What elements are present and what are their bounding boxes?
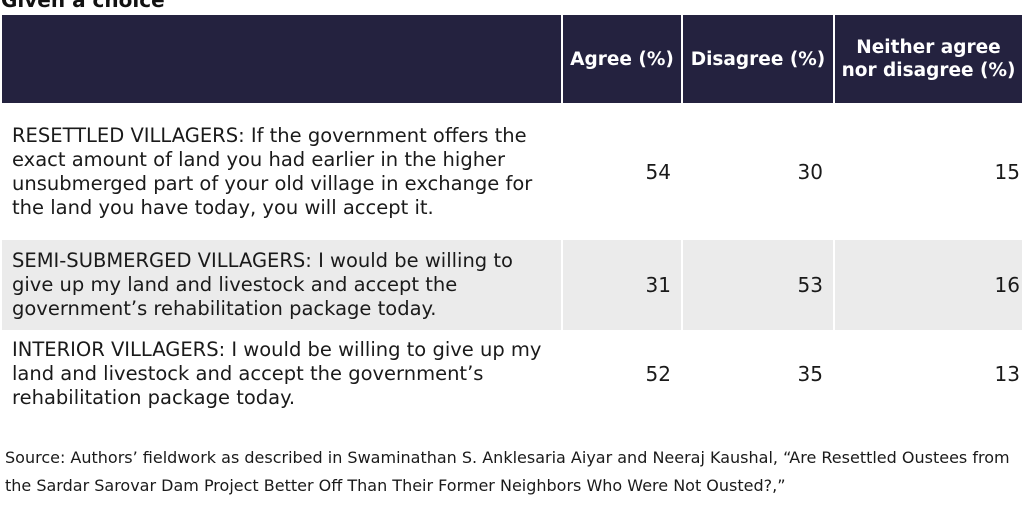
- header-agree: Agree (%): [562, 15, 683, 104]
- survey-table: Agree (%) Disagree (%) Neither agree nor…: [2, 15, 1022, 416]
- statement-cell: SEMI-SUBMERGED VILLAGERS: I would be wil…: [2, 238, 563, 331]
- header-disagree: Disagree (%): [682, 15, 835, 104]
- statement-cell: RESETTLED VILLAGERS: If the government o…: [2, 103, 563, 239]
- table-row: SEMI-SUBMERGED VILLAGERS: I would be wil…: [2, 238, 1022, 331]
- header-statement: [2, 15, 563, 104]
- header-neither: Neither agree nor disagree (%): [834, 15, 1022, 104]
- agree-cell: 52: [562, 330, 683, 416]
- table-row: RESETTLED VILLAGERS: If the government o…: [2, 103, 1022, 239]
- neither-cell: 16: [834, 238, 1022, 331]
- agree-cell: 31: [562, 238, 683, 331]
- neither-cell: 15: [834, 103, 1022, 239]
- table-caption: Given a choice: [1, 0, 165, 12]
- neither-cell: 13: [834, 330, 1022, 416]
- table-row: INTERIOR VILLAGERS: I would be willing t…: [2, 330, 1022, 416]
- header-row: Agree (%) Disagree (%) Neither agree nor…: [2, 15, 1022, 104]
- disagree-cell: 53: [682, 238, 835, 331]
- agree-cell: 54: [562, 103, 683, 239]
- disagree-cell: 35: [682, 330, 835, 416]
- statement-cell: INTERIOR VILLAGERS: I would be willing t…: [2, 330, 563, 416]
- source-note: Source: Authors’ fieldwork as described …: [5, 448, 1010, 495]
- disagree-cell: 30: [682, 103, 835, 239]
